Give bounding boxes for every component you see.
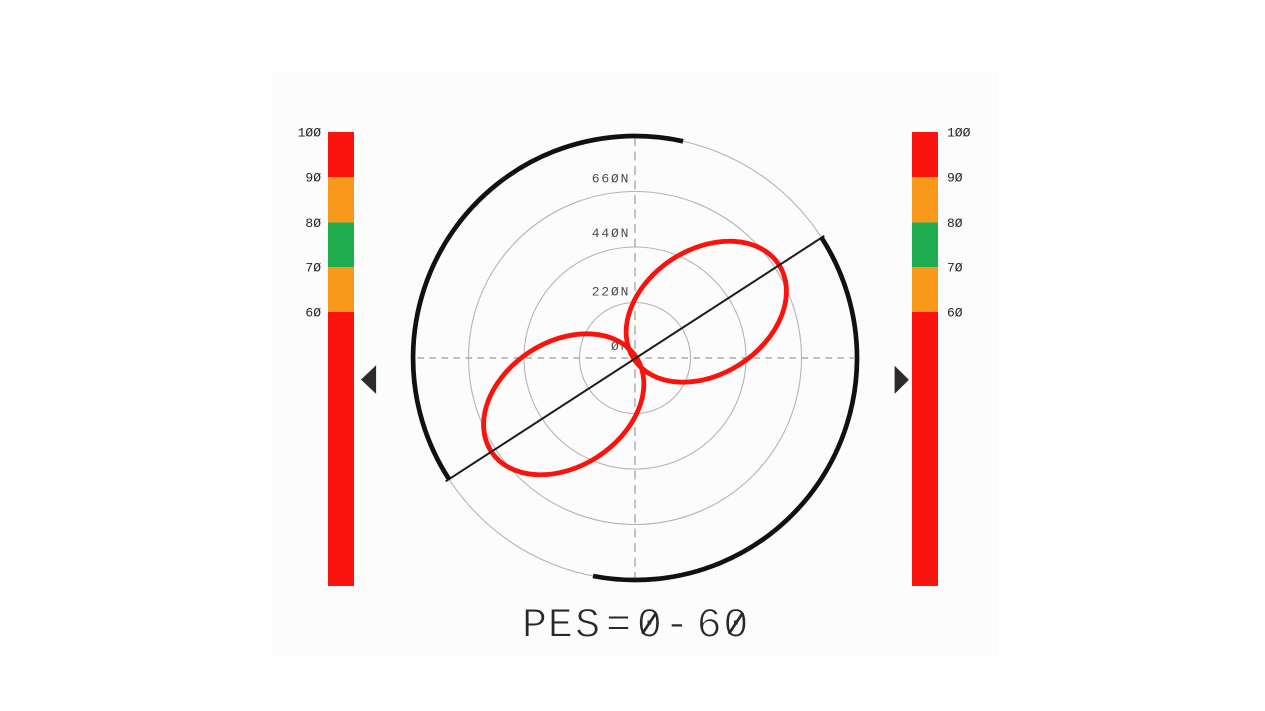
svg-text:9Ø: 9Ø (305, 171, 321, 186)
svg-text:22ØN: 22ØN (592, 284, 630, 299)
svg-text:8Ø: 8Ø (305, 216, 321, 231)
svg-text:=: = (606, 602, 631, 650)
svg-text:0: 0 (637, 602, 662, 650)
svg-text:7Ø: 7Ø (947, 261, 963, 276)
svg-text:6Ø: 6Ø (947, 306, 963, 321)
svg-text:P: P (522, 602, 547, 650)
svg-text:0: 0 (723, 602, 748, 650)
svg-text:7Ø: 7Ø (305, 261, 321, 276)
svg-text:1ØØ: 1ØØ (298, 126, 322, 141)
svg-text:1ØØ: 1ØØ (947, 126, 971, 141)
svg-text:66ØN: 66ØN (592, 171, 630, 186)
svg-text:S: S (575, 602, 600, 650)
svg-text:44ØN: 44ØN (592, 226, 630, 241)
svg-text:E: E (548, 602, 573, 650)
svg-text:6Ø: 6Ø (305, 306, 321, 321)
svg-text:9Ø: 9Ø (947, 171, 963, 186)
svg-text:8Ø: 8Ø (947, 216, 963, 231)
svg-text:6: 6 (696, 602, 721, 650)
svg-text:-: - (664, 602, 689, 650)
